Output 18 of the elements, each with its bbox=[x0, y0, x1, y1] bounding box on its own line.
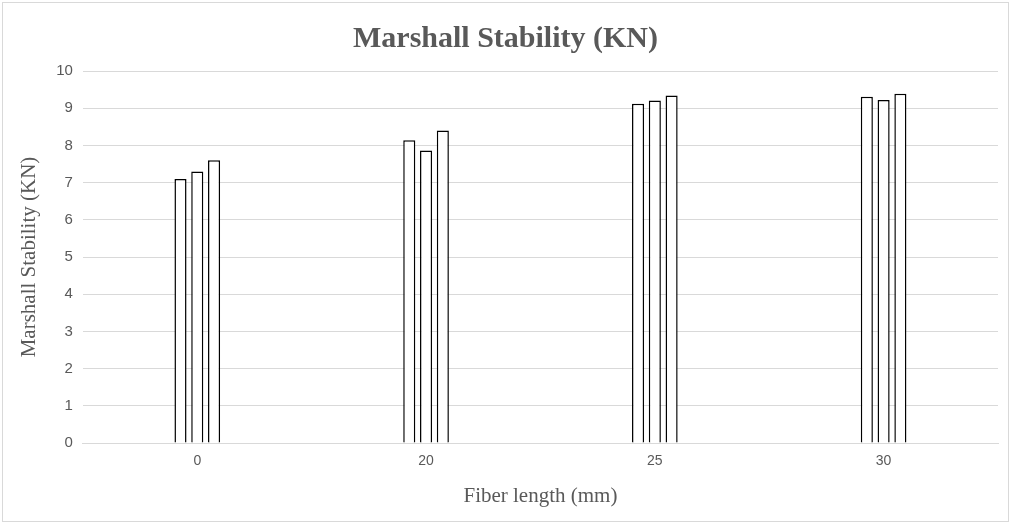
y-tick-label: 2 bbox=[64, 358, 73, 376]
x-tick-label: 30 bbox=[875, 452, 892, 469]
y-tick-label: 8 bbox=[64, 135, 73, 153]
y-tick-label: 10 bbox=[56, 61, 73, 79]
y-tick-label: 7 bbox=[64, 172, 73, 190]
x-axis-title: Fiber length (mm) bbox=[463, 482, 618, 507]
y-tick-label: 9 bbox=[64, 98, 73, 116]
y-tick-label: 0 bbox=[64, 433, 73, 451]
y-axis-title: Marshall Stability (KN) bbox=[16, 156, 41, 358]
x-tick-label: 25 bbox=[647, 452, 663, 469]
chart-title: Marshall Stability (KN) bbox=[353, 19, 658, 54]
y-tick-label: 1 bbox=[64, 395, 73, 413]
y-tick-label: 6 bbox=[64, 209, 73, 227]
y-tick-label: 5 bbox=[64, 247, 73, 265]
y-tick-label: 4 bbox=[64, 284, 73, 302]
y-tick-label: 3 bbox=[64, 321, 73, 339]
x-tick-label: 20 bbox=[418, 452, 435, 469]
x-tick-label: 0 bbox=[193, 452, 202, 469]
